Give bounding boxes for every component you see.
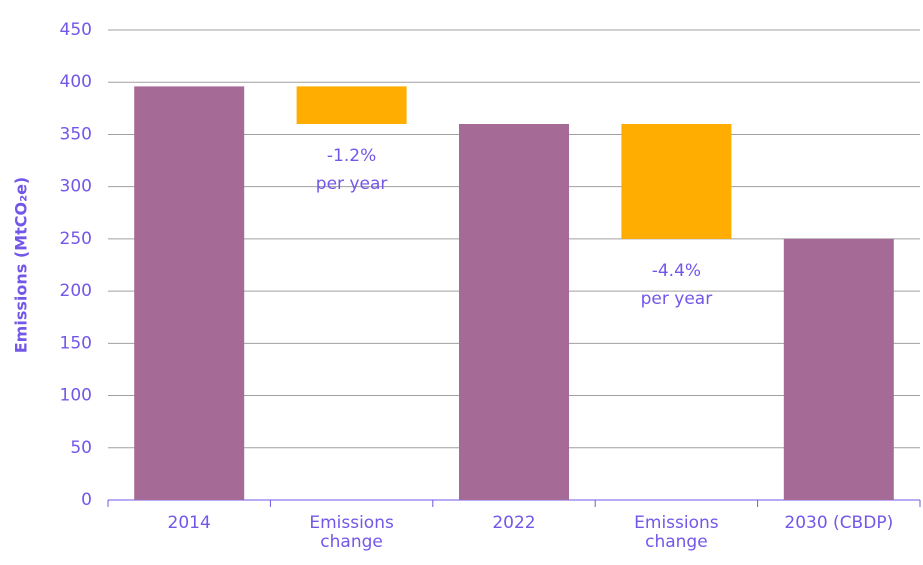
y-tick-label: 450 xyxy=(60,20,92,40)
x-tick-label: 2014 xyxy=(167,513,211,533)
x-tick-label: Emissions change xyxy=(634,513,719,552)
bar xyxy=(621,124,732,239)
y-tick-label: 300 xyxy=(60,177,92,197)
y-tick-label: 250 xyxy=(60,229,92,249)
x-tick-label: 2022 xyxy=(492,513,536,533)
bar xyxy=(783,238,894,500)
y-tick-label: 0 xyxy=(81,490,92,510)
y-tick-label: 50 xyxy=(70,438,92,458)
x-tick-label: Emissions change xyxy=(309,513,394,552)
y-tick-label: 150 xyxy=(60,333,92,353)
annotation: -4.4% xyxy=(652,261,701,281)
annotation: -1.2% xyxy=(327,146,376,166)
annotation: per year xyxy=(641,289,713,309)
y-tick-label: 200 xyxy=(60,281,92,301)
x-tick-label: 2030 (CBDP) xyxy=(784,513,894,533)
y-tick-label: 400 xyxy=(60,72,92,92)
bar xyxy=(134,86,245,501)
y-tick-label: 350 xyxy=(60,124,92,144)
y-axis-label: Emissions (MtCO₂e) xyxy=(12,177,31,354)
y-tick-label: 100 xyxy=(60,386,92,406)
bar xyxy=(459,124,569,500)
annotation: per year xyxy=(316,174,388,194)
bar xyxy=(296,86,407,124)
